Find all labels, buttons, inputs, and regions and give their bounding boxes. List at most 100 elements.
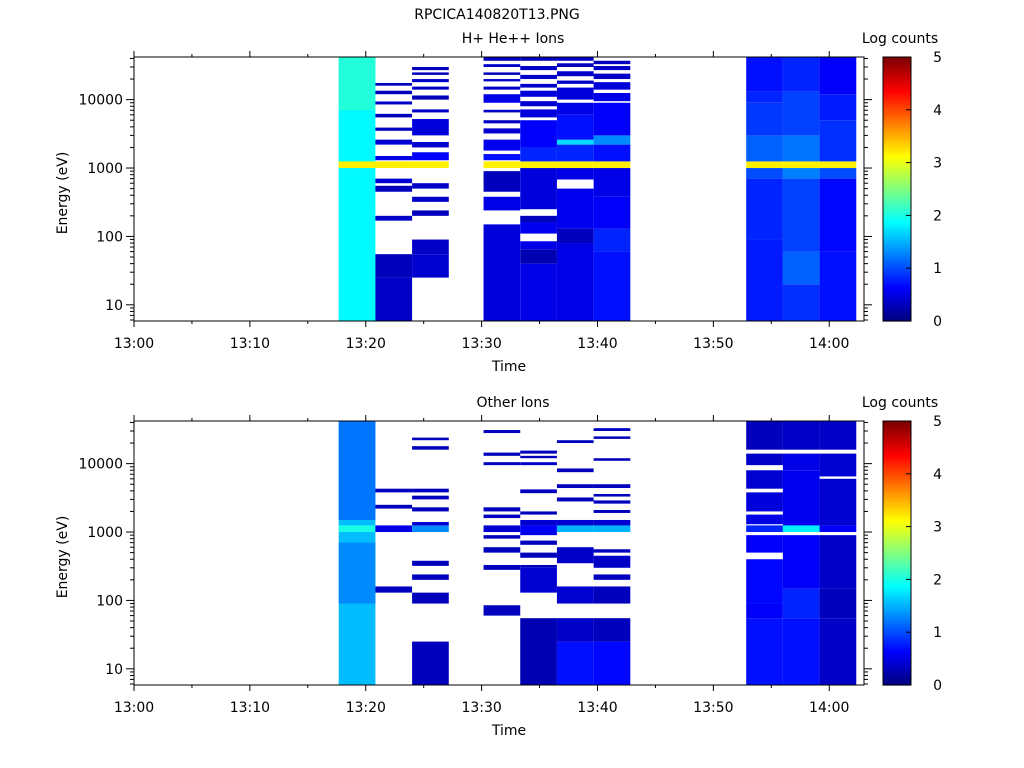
colorbar-step-97 — [883, 469, 911, 473]
colorbar-step-109 — [883, 79, 911, 82]
colorbar-tick-label-3: 3 — [933, 156, 942, 172]
colorbar-step-52 — [883, 568, 911, 572]
colorbar-step-77 — [883, 513, 911, 517]
cell-6-10 — [593, 73, 631, 80]
colorbar-tick-label-4: 4 — [933, 467, 942, 483]
cell-8-7 — [782, 57, 820, 92]
colorbar-step-112 — [883, 436, 911, 440]
colorbar-tick-label-3: 3 — [933, 520, 942, 536]
cell-1-7 — [375, 139, 413, 145]
cell-6-4 — [593, 555, 631, 568]
colorbar-step-17 — [883, 645, 911, 649]
cell-4-4 — [520, 215, 557, 223]
cell-9-1 — [819, 588, 857, 619]
colorbar-step-4 — [883, 674, 911, 677]
colorbar-step-21 — [883, 636, 911, 640]
colorbar-step-20 — [883, 638, 911, 642]
x-tick-label-0: 13:00 — [114, 336, 154, 352]
cell-2-11 — [412, 86, 449, 90]
spectrogram-cells — [338, 421, 857, 685]
colorbar-step-79 — [883, 145, 911, 148]
cell-6-10 — [593, 493, 631, 497]
colorbar-step-108 — [883, 81, 911, 84]
colorbar-step-41 — [883, 592, 911, 596]
colorbar-step-74 — [883, 156, 911, 159]
colorbar-step-72 — [883, 160, 911, 164]
cell-1-2 — [375, 504, 413, 509]
colorbar-step-58 — [883, 191, 911, 194]
colorbar-step-43 — [883, 588, 911, 591]
colorbar-step-113 — [883, 70, 911, 73]
colorbar-step-87 — [883, 127, 911, 131]
x-tick-label-6: 14:00 — [809, 336, 849, 352]
colorbar-step-97 — [883, 105, 911, 109]
cell-5-5 — [556, 519, 594, 526]
cell-3-10 — [483, 86, 521, 90]
colorbar-step-118 — [883, 59, 911, 62]
colorbar-step-117 — [883, 61, 911, 65]
cell-9-0 — [819, 251, 857, 321]
cell-3-13 — [483, 64, 521, 67]
colorbar-step-105 — [883, 87, 911, 91]
cell-8-2 — [782, 535, 820, 589]
colorbar-step-63 — [883, 544, 911, 547]
colorbar-step-85 — [883, 495, 911, 499]
colorbar-tick-label-5: 5 — [933, 50, 942, 66]
colorbar-step-33 — [883, 246, 911, 249]
y-tick-label-0: 10 — [105, 298, 123, 314]
colorbar-step-101 — [883, 460, 911, 464]
colorbar-step-71 — [883, 526, 911, 530]
cell-5-3 — [556, 547, 594, 564]
cell-3-0 — [483, 224, 521, 321]
colorbar-step-4 — [883, 310, 911, 313]
colorbar-step-72 — [883, 524, 911, 528]
colorbar-step-16 — [883, 283, 911, 287]
x-tick-label-1: 13:10 — [230, 700, 270, 716]
cell-2-2 — [412, 574, 449, 580]
colorbar-step-107 — [883, 83, 911, 87]
x-tick-label-6: 14:00 — [809, 700, 849, 716]
colorbar-step-114 — [883, 432, 911, 435]
colorbar-step-7 — [883, 303, 911, 307]
colorbar-step-102 — [883, 458, 911, 462]
cell-4-9 — [520, 109, 557, 118]
cell-5-6 — [556, 139, 594, 145]
y-tick-label-3: 10000 — [78, 457, 123, 473]
colorbar-step-24 — [883, 630, 911, 633]
cell-1-6 — [375, 155, 413, 161]
colorbar: 0 1 2 3 4 5 Log counts — [862, 31, 942, 330]
cell-9-6 — [819, 57, 857, 95]
cell-6-7 — [593, 519, 631, 526]
colorbar-step-75 — [883, 517, 911, 521]
colorbar-step-85 — [883, 131, 911, 135]
colorbar-step-104 — [883, 90, 911, 93]
cell-9-5 — [819, 453, 857, 477]
cell-7-4 — [746, 135, 783, 162]
colorbar-step-116 — [883, 427, 911, 431]
colorbar-step-23 — [883, 632, 911, 635]
colorbar-step-54 — [883, 200, 911, 203]
cell-3-6 — [483, 128, 521, 134]
colorbar-step-54 — [883, 564, 911, 567]
cell-6-8 — [593, 509, 631, 513]
colorbar-step-90 — [883, 484, 911, 488]
colorbar-step-1 — [883, 316, 911, 320]
colorbar-step-42 — [883, 226, 911, 230]
colorbar-step-44 — [883, 222, 911, 225]
colorbar-step-49 — [883, 211, 911, 214]
cell-5-7 — [556, 114, 594, 140]
colorbar-step-91 — [883, 118, 911, 122]
cell-6-6 — [593, 525, 631, 533]
cell-2-0 — [412, 641, 449, 685]
cell-4-11 — [520, 90, 557, 97]
colorbar-step-65 — [883, 539, 911, 543]
colorbar-step-28 — [883, 257, 911, 260]
colorbar-step-103 — [883, 456, 911, 459]
cell-3-8 — [483, 109, 521, 113]
colorbar-step-89 — [883, 123, 911, 126]
cell-1-11 — [375, 90, 413, 95]
cell-9-6 — [819, 421, 857, 450]
colorbar-step-107 — [883, 447, 911, 451]
colorbar-step-35 — [883, 241, 911, 245]
colorbar-step-45 — [883, 219, 911, 223]
